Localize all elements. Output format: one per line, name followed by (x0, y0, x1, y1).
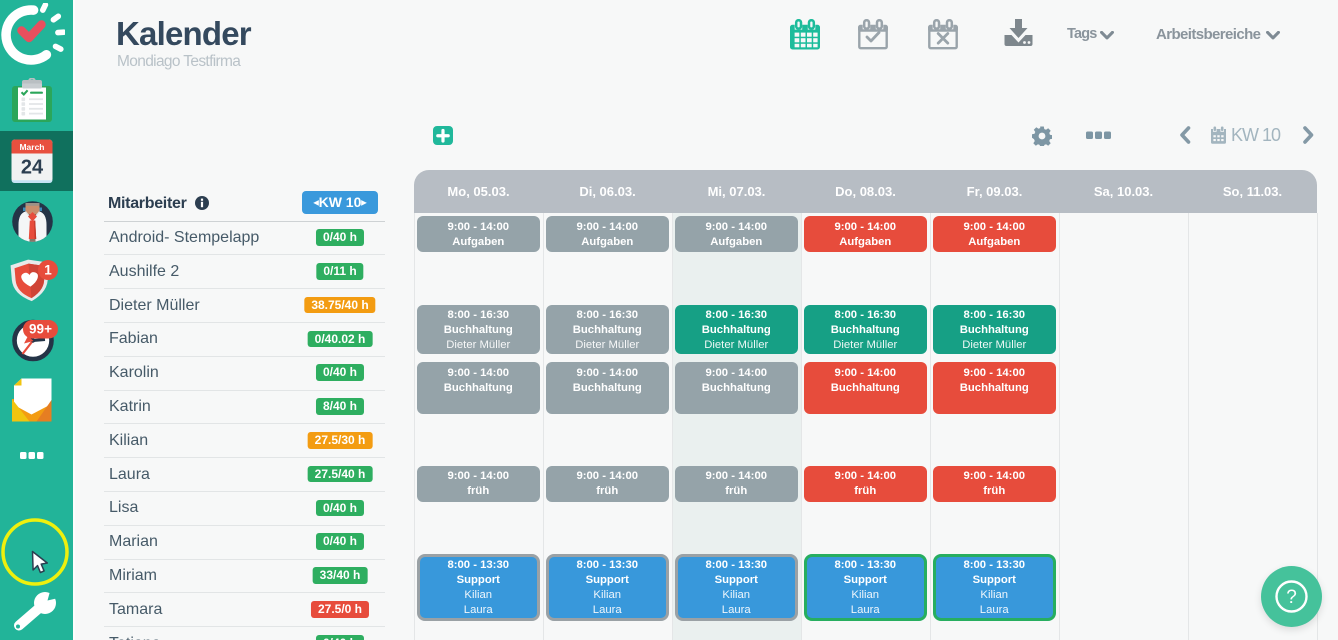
svg-text:24: 24 (21, 157, 44, 179)
svg-text:1: 1 (44, 263, 52, 278)
svg-text:?: ? (1286, 587, 1297, 608)
svg-text:99+: 99+ (29, 322, 52, 337)
svg-text:March: March (19, 142, 44, 152)
